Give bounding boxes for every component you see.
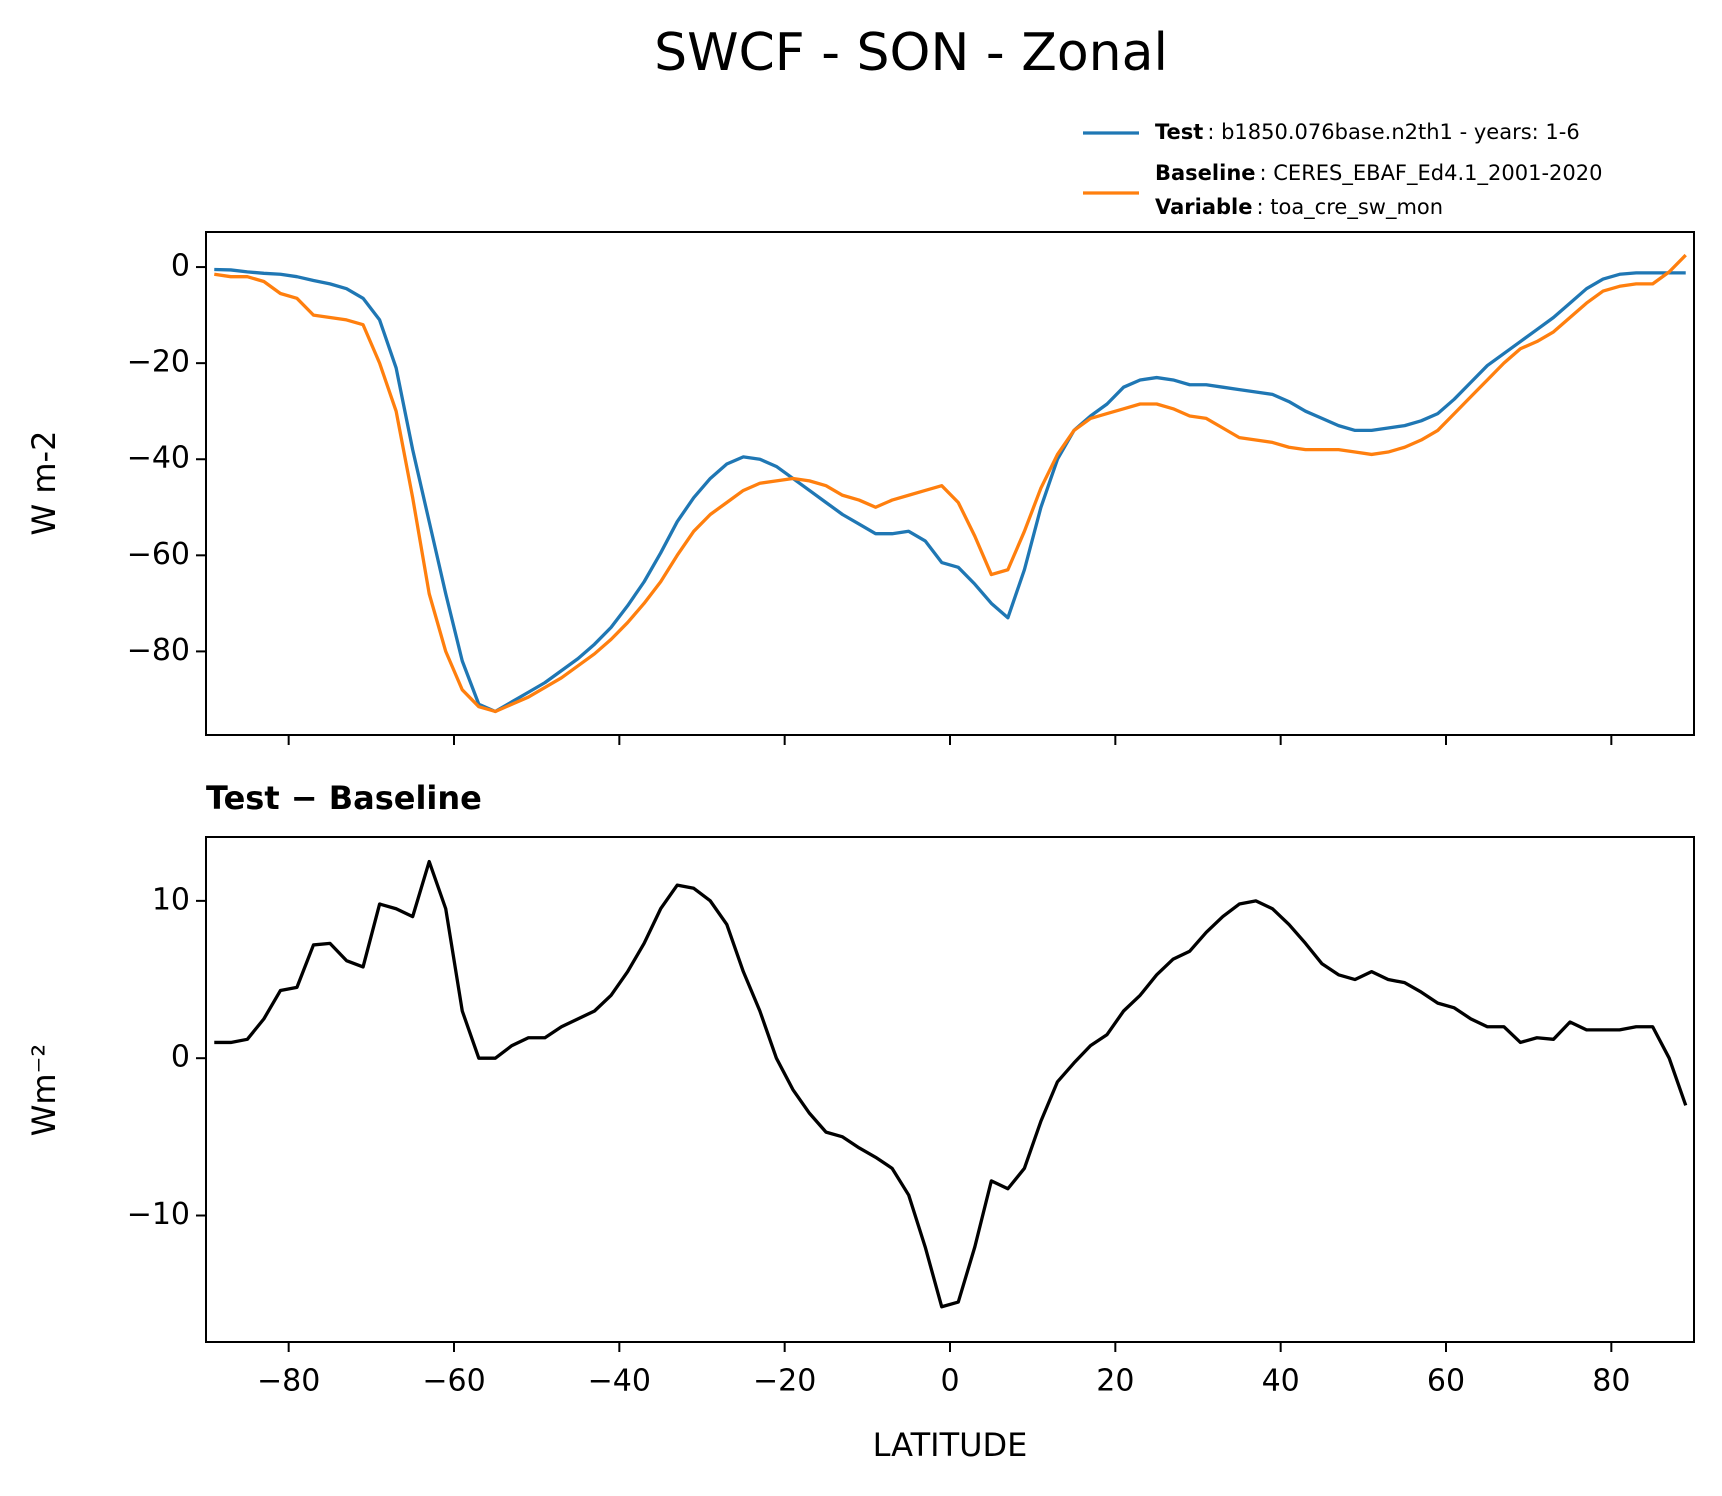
legend-text: : toa_cre_sw_mon [1256,195,1443,220]
legend-entry: Test: b1850.076base.n2th1 - years: 1-6 [1155,120,1580,144]
legend-text: : CERES_EBAF_Ed4.1_2001-2020 [1260,161,1603,186]
y-tick-label: −40 [127,441,190,476]
legend-note: Variable: toa_cre_sw_mon [1155,195,1443,220]
y-tick-label: 0 [171,1040,190,1075]
figure-title: SWCF - SON - Zonal [654,23,1168,83]
x-tick-label: 20 [1096,1364,1134,1399]
x-tick-label: −60 [422,1364,485,1399]
x-tick-label: −20 [753,1364,816,1399]
y-axis-label: Wm⁻² [25,1044,63,1137]
x-tick-label: −40 [588,1364,651,1399]
plot-frame [205,836,1695,1343]
y-tick-label: 0 [171,249,190,284]
legend-text: : b1850.076base.n2th1 - years: 1-6 [1207,120,1579,144]
y-tick-label: −80 [127,633,190,668]
x-tick-label: 0 [940,1364,959,1399]
y-tick-label: −60 [127,537,190,572]
data-line [214,859,1688,1309]
legend-name: Test [1155,120,1203,144]
data-line [214,253,1687,714]
legend-name: Variable [1155,195,1252,219]
plot-frame [205,231,1695,736]
legend-name: Baseline [1155,161,1256,185]
x-tick-label: 80 [1592,1364,1630,1399]
x-tick-label: −80 [257,1364,320,1399]
data-line [214,267,1686,714]
y-tick-label: 10 [152,882,190,917]
x-tick-label: 60 [1427,1364,1465,1399]
y-tick-label: −10 [127,1197,190,1232]
x-tick-label: 40 [1262,1364,1300,1399]
y-axis-label: W m-2 [25,431,63,536]
x-axis-label: LATITUDE [873,1426,1028,1464]
panel-title: Test − Baseline [206,779,482,817]
legend-entry: Baseline: CERES_EBAF_Ed4.1_2001-2020 [1155,161,1602,186]
y-tick-label: −20 [127,345,190,380]
